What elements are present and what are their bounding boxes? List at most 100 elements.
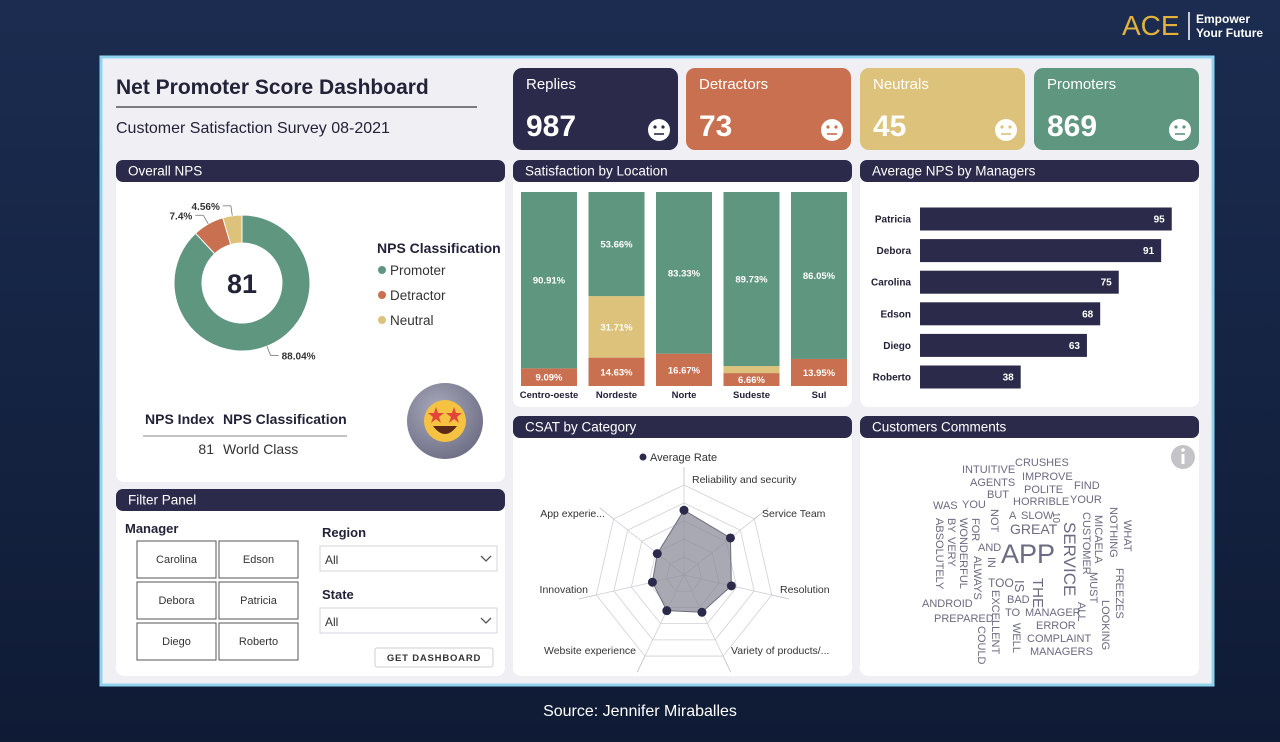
panel-header [116,160,505,182]
manager-button[interactable]: Edson [218,540,299,579]
donut-label: 4.56% [192,202,220,213]
cloud-word: APP [1001,539,1055,569]
filter-label: Region [322,525,366,540]
card [860,416,1199,676]
bar-label: 63 [1069,341,1081,352]
manager-button[interactable]: Carolina [136,540,217,579]
button-box[interactable] [136,540,217,579]
dropdown-box[interactable] [319,607,498,634]
emoji-badge [407,383,483,459]
cloud-word: GREAT [1010,521,1058,537]
legend-label: Neutral [390,313,434,328]
dropdown-box[interactable] [319,545,498,572]
radar-label: Service Team [762,508,826,520]
get-dashboard-button[interactable]: GET DASHBOARD [374,647,494,668]
button-label: Carolina [156,554,198,566]
manager-button[interactable]: Patricia [218,581,299,620]
radar-leader [754,507,769,520]
kpi-icon [995,119,1017,141]
button-box[interactable] [218,581,299,620]
button-box[interactable] [218,540,299,579]
radar-point [647,577,657,587]
radar-leader [578,594,597,600]
cloud-word: TOO [988,576,1014,590]
dropdown-value: All [325,553,338,567]
kpi-icon [1169,119,1191,141]
kpi-value: 73 [699,110,732,143]
legend-title: NPS Classification [377,240,501,256]
emoji-eye [428,407,444,423]
button-box[interactable] [136,581,217,620]
legend-dot [378,291,386,299]
leader-line [266,346,271,356]
info-stem [1181,454,1185,464]
bar-label: 89.73% [735,275,768,286]
button-box[interactable] [136,622,217,661]
manager-button[interactable]: Roberto [218,622,299,661]
cloud-word: VERY [945,537,957,567]
x-tick-label: Norte [672,390,697,401]
radar-leader [722,655,732,673]
state-dropdown[interactable]: All [319,607,498,634]
stacked-bar [791,358,847,386]
emoji-mouth [433,426,457,434]
filter-label: Manager [125,521,178,536]
cloud-word: SLOW [1021,510,1054,522]
cloud-word: THE [1029,578,1046,608]
cloud-word: COMPLAINT [1027,633,1091,645]
manager-button[interactable]: Debora [136,581,217,620]
x-tick-label: Centro-oeste [520,390,579,401]
radar-label: Website experience [544,645,636,657]
cloud-word: YOU [962,499,986,511]
emoji-face [424,400,466,442]
legend-dot [639,453,647,461]
cloud-word: INTUITIVE [962,464,1015,476]
region-dropdown[interactable]: All [319,545,498,572]
cloud-word: POLITE [1024,484,1063,496]
cloud-word: ERROR [1036,620,1076,632]
cloud-word: YOUR [1070,494,1102,506]
panel-title: CSAT by Category [525,420,637,435]
kpi-value: 987 [526,110,576,143]
x-tick-label: Nordeste [596,390,637,401]
kpi-card: Detractors 73 [686,68,851,150]
radar-ring [595,484,773,657]
kpi-icon-eye [653,125,657,129]
cloud-word: SERVICE [1060,522,1079,596]
leader-line [202,215,209,225]
kpi-card: Replies 987 [513,68,678,150]
emoji-eye [446,407,462,423]
kpi-icon-eye [1174,125,1178,129]
stacked-bar [588,192,645,297]
button-label: Edson [243,554,274,566]
dropdown-arrow [480,617,492,624]
button-box[interactable] [218,622,299,661]
button-label: Roberto [239,636,278,648]
info-icon[interactable] [1171,445,1195,469]
stacked-bar [723,373,780,386]
button-box[interactable] [374,647,494,668]
dashboard-subtitle: Customer Satisfaction Survey 08-2021 [116,120,390,137]
cloud-word: IMPROVE [1022,471,1073,483]
panel-header [513,416,852,438]
radar-label: Innovation [540,584,589,596]
y-tick-label: Roberto [873,373,911,384]
cloud-word: FIND [1074,480,1100,492]
panel-header [860,160,1199,182]
cloud-word: BAD [1007,594,1030,606]
kpi-icon-eye [834,125,838,129]
stacked-bar [521,368,577,386]
bar-label: 9.09% [536,373,563,384]
stacked-bar [521,192,577,369]
kpi-label: Detractors [699,76,768,93]
source-note: Source: Jennifer Miraballes [543,703,737,720]
panel-header [513,160,852,182]
kpi-icon [821,119,843,141]
manager-button[interactable]: Diego [136,622,217,661]
y-tick-label: Patricia [875,215,912,226]
kpi-icon-eye [1182,125,1186,129]
panel-comments: Customers Comments [860,416,1199,676]
legend-label: Average Rate [650,452,717,464]
